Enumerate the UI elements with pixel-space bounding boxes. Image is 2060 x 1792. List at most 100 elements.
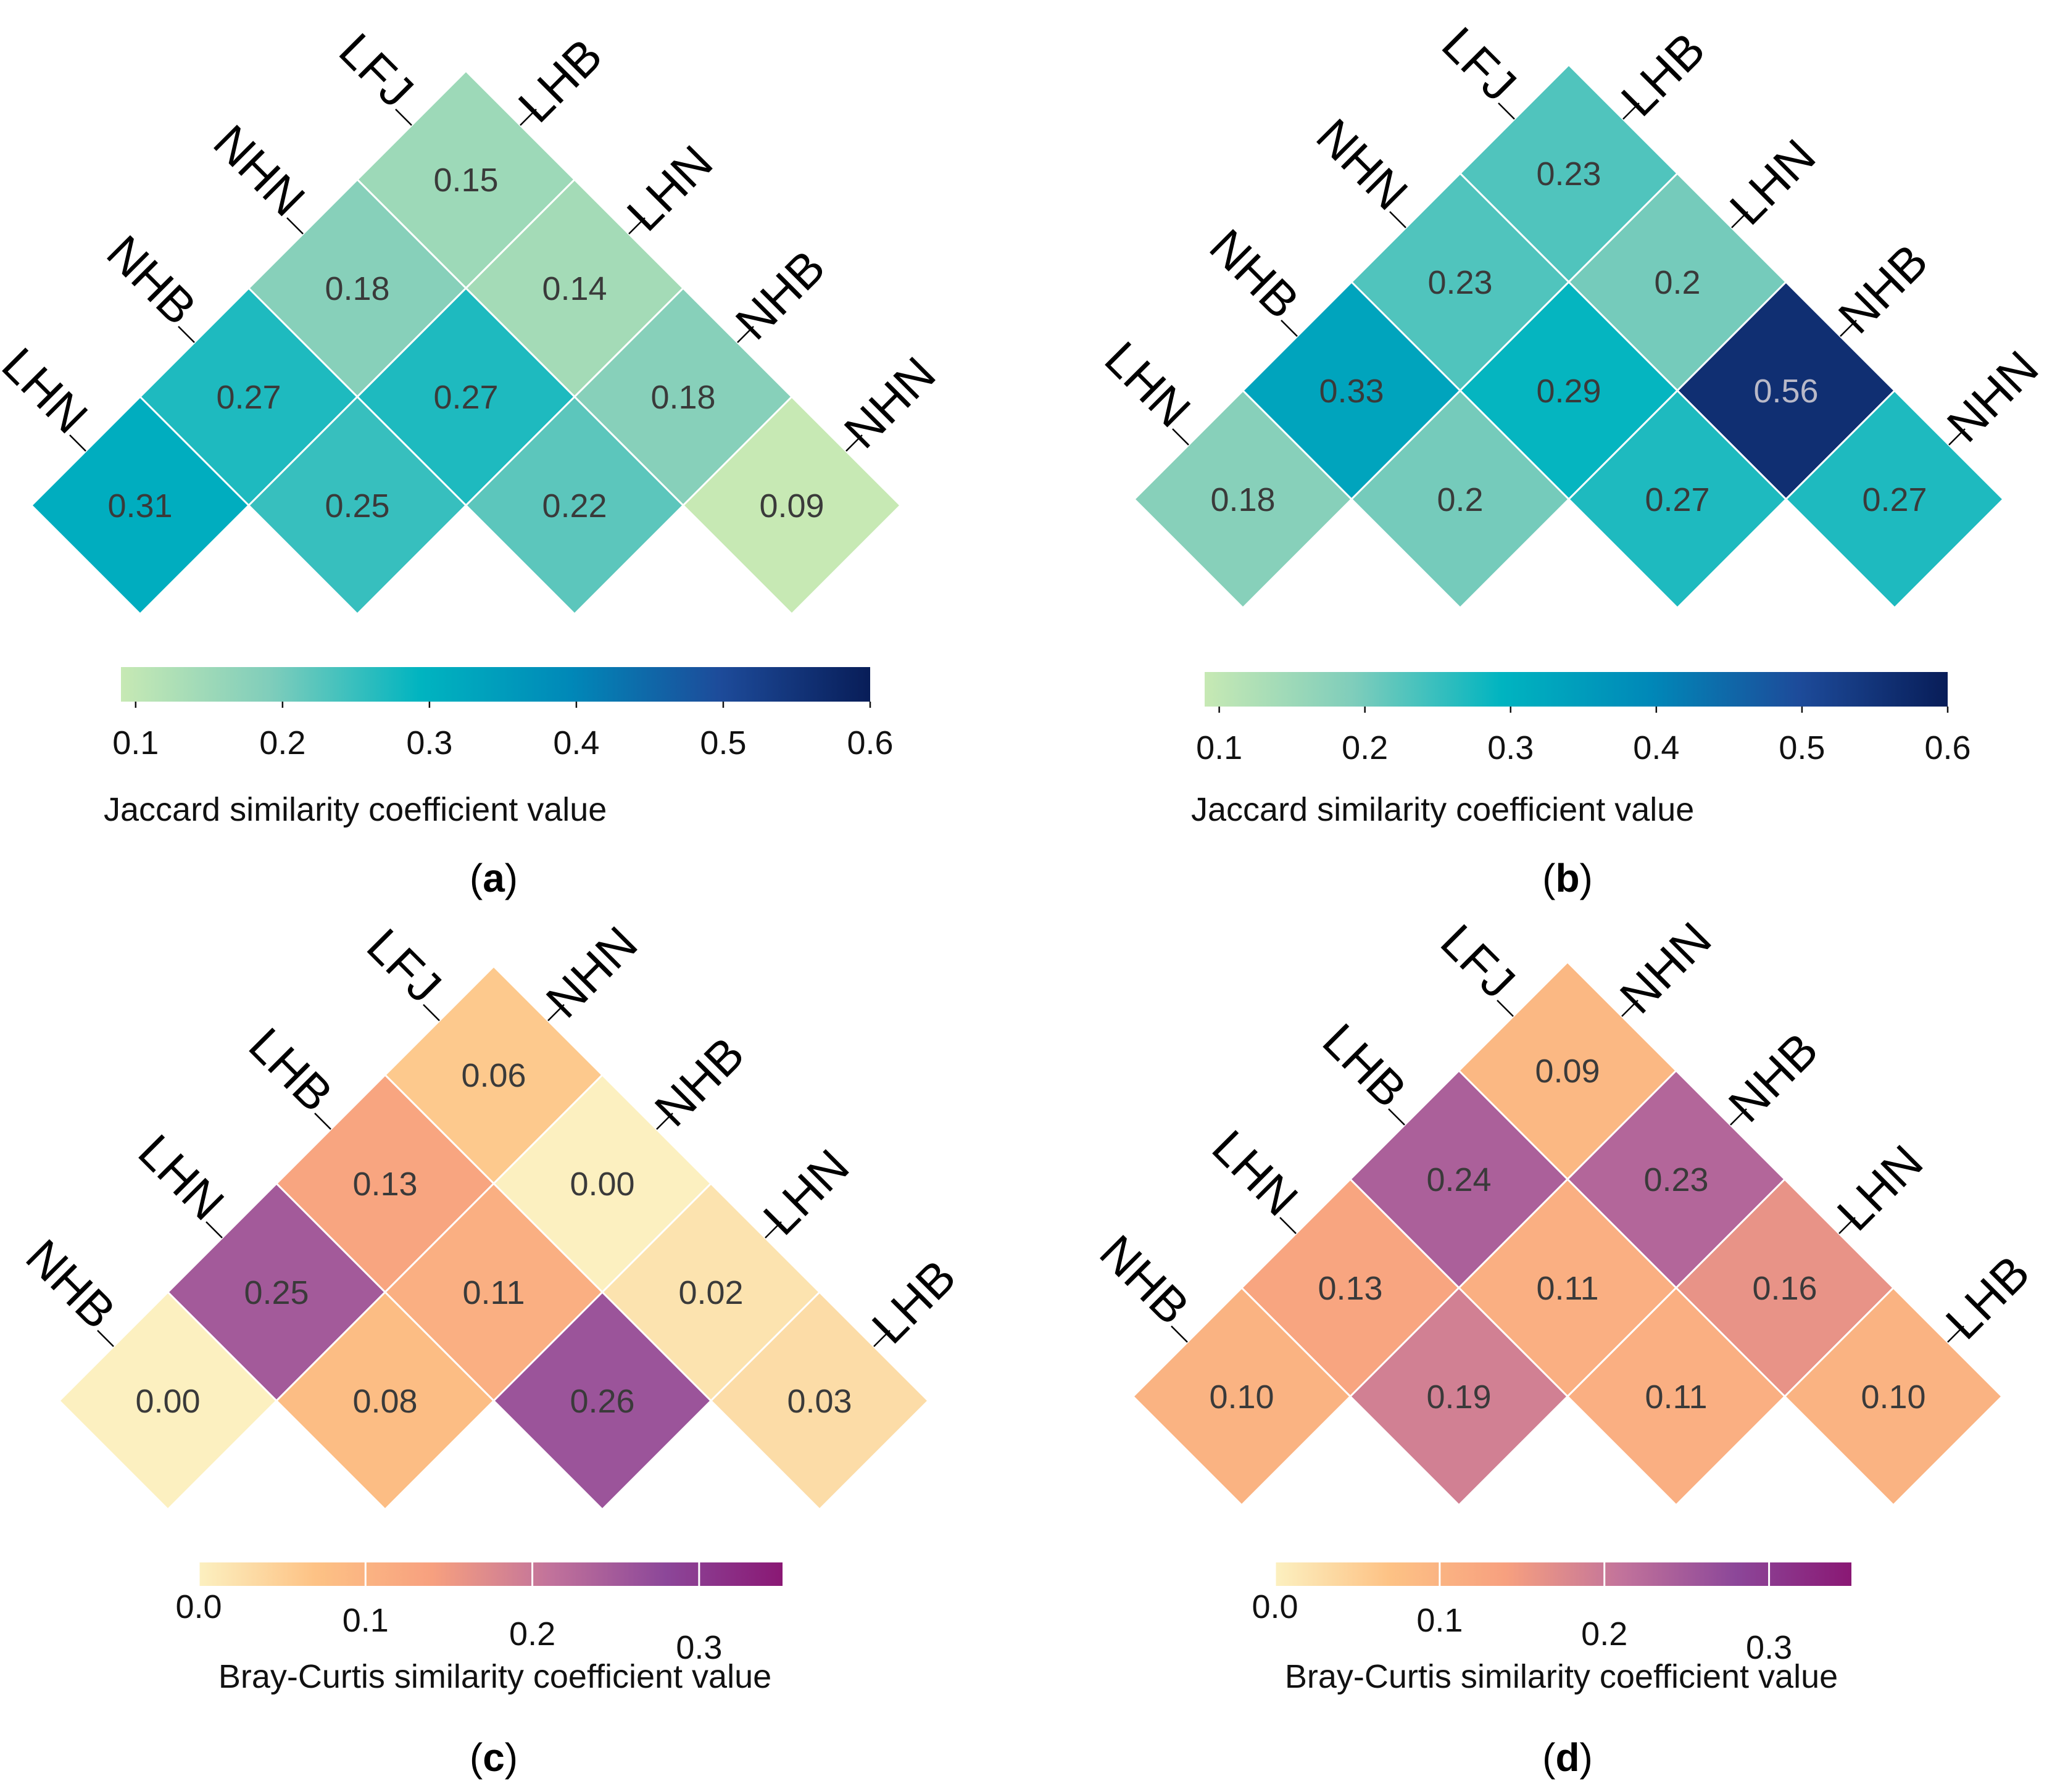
colorbar-tick-label: 0.4 bbox=[553, 724, 599, 761]
colorbar-tick-label: 0.6 bbox=[847, 724, 893, 761]
cell-value-label: 0.27 bbox=[1645, 481, 1709, 518]
cell-value-label: 0.09 bbox=[1535, 1053, 1600, 1090]
cell-value-label: 0.18 bbox=[1210, 481, 1275, 518]
axis-tick bbox=[395, 109, 412, 126]
cell-value-label: 0.02 bbox=[678, 1274, 743, 1311]
cell-value-label: 0.00 bbox=[135, 1383, 200, 1420]
panel-label: (b) bbox=[1542, 856, 1593, 900]
colorbar: 0.1 0.2 0.3 0.4 0.5 0.6 Jaccard similarity coe… bbox=[104, 667, 894, 828]
colorbar-tick-label: 0.1 bbox=[1196, 729, 1242, 766]
colorbar-tick-label: 0.3 bbox=[1746, 1629, 1792, 1666]
cell-value-label: 0.24 bbox=[1426, 1161, 1491, 1198]
cell-value-label: 0.27 bbox=[216, 379, 281, 416]
cell-value-label: 0.18 bbox=[650, 379, 715, 416]
colorbar-gradient bbox=[121, 667, 870, 702]
colorbar-tick-label: 0.5 bbox=[700, 724, 746, 761]
colorbar-gradient bbox=[1205, 672, 1948, 707]
axis-tick bbox=[1388, 1108, 1405, 1126]
colorbar-title: Jaccard similarity coefficient value bbox=[1191, 791, 1694, 828]
axis-tick bbox=[1279, 1217, 1297, 1234]
cell-value-label: 0.00 bbox=[570, 1166, 634, 1203]
cell-value-label: 0.11 bbox=[1536, 1270, 1598, 1307]
axis-tick bbox=[1389, 211, 1406, 228]
cell-value-label: 0.23 bbox=[1427, 264, 1492, 301]
axis-tick bbox=[737, 326, 754, 343]
colorbar-tick-label: 0.2 bbox=[1342, 729, 1388, 766]
colorbar-tick-label: 0.0 bbox=[175, 1588, 222, 1625]
colorbar-tick-label: 0.3 bbox=[676, 1629, 722, 1666]
cell-value-label: 0.25 bbox=[325, 487, 389, 525]
panel-letter: b bbox=[1555, 856, 1579, 900]
colorbar-tick-label: 0.1 bbox=[343, 1602, 389, 1639]
cell-value-label: 0.22 bbox=[542, 487, 607, 525]
axis-tick bbox=[69, 434, 86, 452]
cell-value-label: 0.03 bbox=[787, 1383, 852, 1420]
colorbar-tick-label: 0.2 bbox=[1581, 1616, 1627, 1653]
axis-tick bbox=[547, 1004, 565, 1021]
axis-tick bbox=[1840, 320, 1857, 337]
heatmap-cell bbox=[464, 395, 685, 616]
heatmap-cell bbox=[1348, 1286, 1569, 1507]
axis-tick bbox=[97, 1330, 114, 1347]
axis-tick bbox=[1838, 1217, 1856, 1234]
cell-value-label: 0.06 bbox=[461, 1057, 526, 1094]
axis-tick bbox=[178, 326, 195, 343]
cell-value-label: 0.26 bbox=[570, 1383, 634, 1420]
colorbar-tick-label: 0.4 bbox=[1633, 729, 1679, 766]
panel-letter: c bbox=[483, 1735, 505, 1780]
heatmap-cell bbox=[1566, 1286, 1787, 1507]
axis-tick bbox=[286, 217, 304, 234]
colorbar-tick-label: 0.2 bbox=[509, 1616, 555, 1653]
cell-value-label: 0.09 bbox=[759, 487, 824, 525]
axis-tick bbox=[845, 434, 863, 452]
axis-tick bbox=[873, 1330, 891, 1347]
axis-tick bbox=[1498, 102, 1515, 120]
cell-value-label: 0.31 bbox=[107, 487, 172, 525]
axis-tick bbox=[1281, 320, 1298, 337]
cell-value-label: 0.56 bbox=[1753, 373, 1818, 410]
cell-value-label: 0.11 bbox=[1645, 1379, 1707, 1416]
cell-value-label: 0.23 bbox=[1536, 156, 1601, 193]
cell-value-label: 0.15 bbox=[433, 162, 498, 199]
cell-value-label: 0.2 bbox=[1437, 481, 1483, 518]
panel-label: (a) bbox=[470, 856, 518, 900]
cell-value-label: 0.2 bbox=[1654, 264, 1700, 301]
panel-label: (d) bbox=[1542, 1735, 1593, 1780]
axis-tick bbox=[206, 1221, 223, 1238]
cell-value-label: 0.13 bbox=[352, 1166, 417, 1203]
axis-tick bbox=[1171, 1325, 1188, 1343]
axis-tick bbox=[1622, 102, 1640, 120]
panel-letter: a bbox=[483, 856, 505, 900]
panel-label: (c) bbox=[470, 1735, 518, 1780]
cell-value-label: 0.27 bbox=[433, 379, 498, 416]
cell-value-label: 0.33 bbox=[1319, 373, 1384, 410]
cell-value-label: 0.18 bbox=[325, 270, 389, 307]
heatmap-cell bbox=[1350, 389, 1571, 610]
colorbar-tick-label: 0.1 bbox=[112, 724, 159, 761]
colorbar-tick-label: 0.0 bbox=[1252, 1588, 1298, 1625]
axis-tick bbox=[1731, 211, 1748, 228]
colorbar-title: Bray-Curtis similarity coefficient value bbox=[1285, 1658, 1838, 1695]
cell-value-label: 0.13 bbox=[1318, 1270, 1382, 1307]
heatmap-cell bbox=[247, 395, 468, 616]
axis-tick bbox=[628, 217, 646, 234]
cell-value-label: 0.29 bbox=[1536, 373, 1601, 410]
colorbar-title: Jaccard similarity coefficient value bbox=[104, 791, 607, 828]
colorbar-tick-label: 0.2 bbox=[259, 724, 305, 761]
axis-tick bbox=[314, 1113, 331, 1130]
axis-tick bbox=[1497, 1000, 1514, 1017]
axis-tick bbox=[656, 1113, 673, 1130]
colorbar-title: Bray-Curtis similarity coefficient value bbox=[218, 1658, 771, 1695]
axis-tick bbox=[423, 1004, 440, 1021]
colorbar-tick-label: 0.3 bbox=[1487, 729, 1534, 766]
heatmap-cell bbox=[275, 1290, 496, 1511]
panel-b: 0.230.23 0.20.33 0.29 0.560.18 0.2 0.27 0.27LH… bbox=[1095, 17, 2049, 900]
colorbar-tick-label: 0.5 bbox=[1779, 729, 1825, 766]
axis-tick bbox=[1948, 428, 1966, 446]
cell-value-label: 0.08 bbox=[352, 1383, 417, 1420]
heatmap-cells: 0.15 0.18 0.14 0.27 0.27 0.18 0.31 0.25 0.22 0.09 bbox=[30, 69, 902, 616]
colorbar-tick-label: 0.1 bbox=[1416, 1602, 1463, 1639]
panel-c: 0.06 0.13 0.00 0.25 0.11 0.02 0.00 0.08 0.26 0.03… bbox=[16, 916, 966, 1780]
